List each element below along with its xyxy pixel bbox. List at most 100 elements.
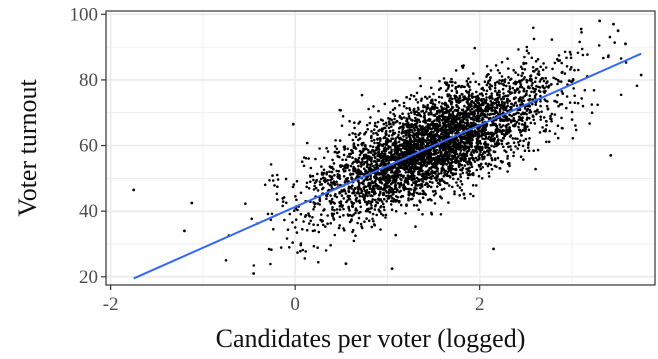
data-point — [494, 64, 498, 67]
data-point — [635, 84, 639, 88]
data-point — [437, 128, 441, 132]
data-point — [489, 87, 492, 91]
data-point — [387, 117, 390, 120]
data-point — [607, 55, 610, 59]
data-point — [399, 144, 403, 147]
data-point — [425, 161, 429, 164]
data-point — [486, 113, 489, 116]
data-point — [477, 83, 481, 86]
data-point — [288, 212, 292, 216]
data-point — [456, 109, 459, 113]
data-point — [408, 175, 412, 178]
data-point — [457, 141, 461, 145]
data-point — [449, 80, 452, 84]
data-point — [415, 118, 418, 121]
data-point — [451, 117, 454, 121]
data-point — [533, 80, 537, 84]
data-point — [372, 150, 376, 154]
data-point — [309, 166, 313, 170]
data-point — [532, 118, 535, 122]
data-point — [369, 159, 373, 163]
data-point — [363, 132, 367, 135]
data-point — [431, 122, 435, 126]
data-point — [402, 135, 405, 138]
data-point — [504, 124, 508, 128]
data-point — [489, 76, 492, 80]
data-point — [435, 148, 439, 152]
data-point — [542, 79, 546, 83]
data-point — [302, 164, 306, 168]
data-point — [392, 190, 396, 194]
data-point — [530, 84, 533, 87]
data-point — [326, 179, 330, 182]
data-point — [390, 176, 394, 179]
data-point — [537, 70, 541, 73]
data-point — [417, 108, 420, 111]
data-point — [413, 112, 417, 116]
data-point — [351, 138, 355, 142]
data-point — [408, 145, 411, 149]
x-axis-title: Candidates per voter (logged) — [216, 324, 526, 353]
data-point — [408, 162, 411, 165]
data-point — [519, 113, 523, 116]
data-point — [519, 98, 522, 101]
data-point — [342, 170, 346, 173]
data-point — [463, 164, 467, 167]
data-point — [334, 139, 337, 142]
data-point — [285, 201, 288, 205]
data-point — [338, 174, 341, 178]
data-point — [426, 155, 429, 159]
data-point — [352, 239, 356, 243]
data-point — [441, 126, 444, 130]
data-point — [348, 152, 351, 156]
data-point — [437, 172, 441, 175]
data-point — [346, 213, 350, 216]
data-point — [458, 128, 462, 131]
data-point — [384, 121, 388, 125]
data-point — [449, 120, 452, 123]
data-point — [522, 87, 526, 91]
data-point — [514, 71, 517, 74]
data-point — [433, 176, 437, 180]
data-point — [492, 145, 496, 148]
data-point — [344, 158, 348, 161]
data-point — [450, 154, 454, 157]
data-point — [534, 60, 538, 63]
data-point — [427, 124, 431, 128]
data-point — [543, 91, 546, 94]
data-point — [300, 160, 304, 163]
data-point — [328, 170, 331, 173]
data-point — [457, 106, 461, 110]
data-point — [383, 152, 387, 156]
data-point — [523, 149, 527, 152]
data-point — [469, 102, 473, 106]
data-point — [574, 124, 577, 127]
data-point — [480, 112, 483, 115]
data-point — [420, 138, 423, 141]
data-point — [412, 126, 416, 130]
data-point-outlier — [639, 73, 643, 77]
data-point — [475, 119, 479, 123]
data-point — [451, 172, 455, 175]
data-point — [364, 209, 368, 213]
data-point — [381, 214, 385, 217]
data-point — [380, 212, 383, 216]
data-point — [531, 102, 534, 106]
data-point — [526, 86, 530, 89]
data-point — [398, 121, 402, 125]
data-point — [402, 116, 406, 119]
data-point — [303, 257, 307, 260]
data-point — [330, 186, 334, 189]
data-point — [525, 92, 528, 95]
data-point — [443, 101, 447, 105]
data-point — [408, 143, 412, 147]
data-point — [446, 145, 450, 148]
data-point — [448, 157, 451, 161]
data-point — [448, 108, 451, 112]
data-point — [512, 104, 516, 107]
data-point — [441, 102, 444, 105]
data-point — [417, 208, 421, 211]
data-point — [469, 110, 472, 113]
data-point — [433, 152, 437, 156]
data-point — [512, 96, 516, 100]
